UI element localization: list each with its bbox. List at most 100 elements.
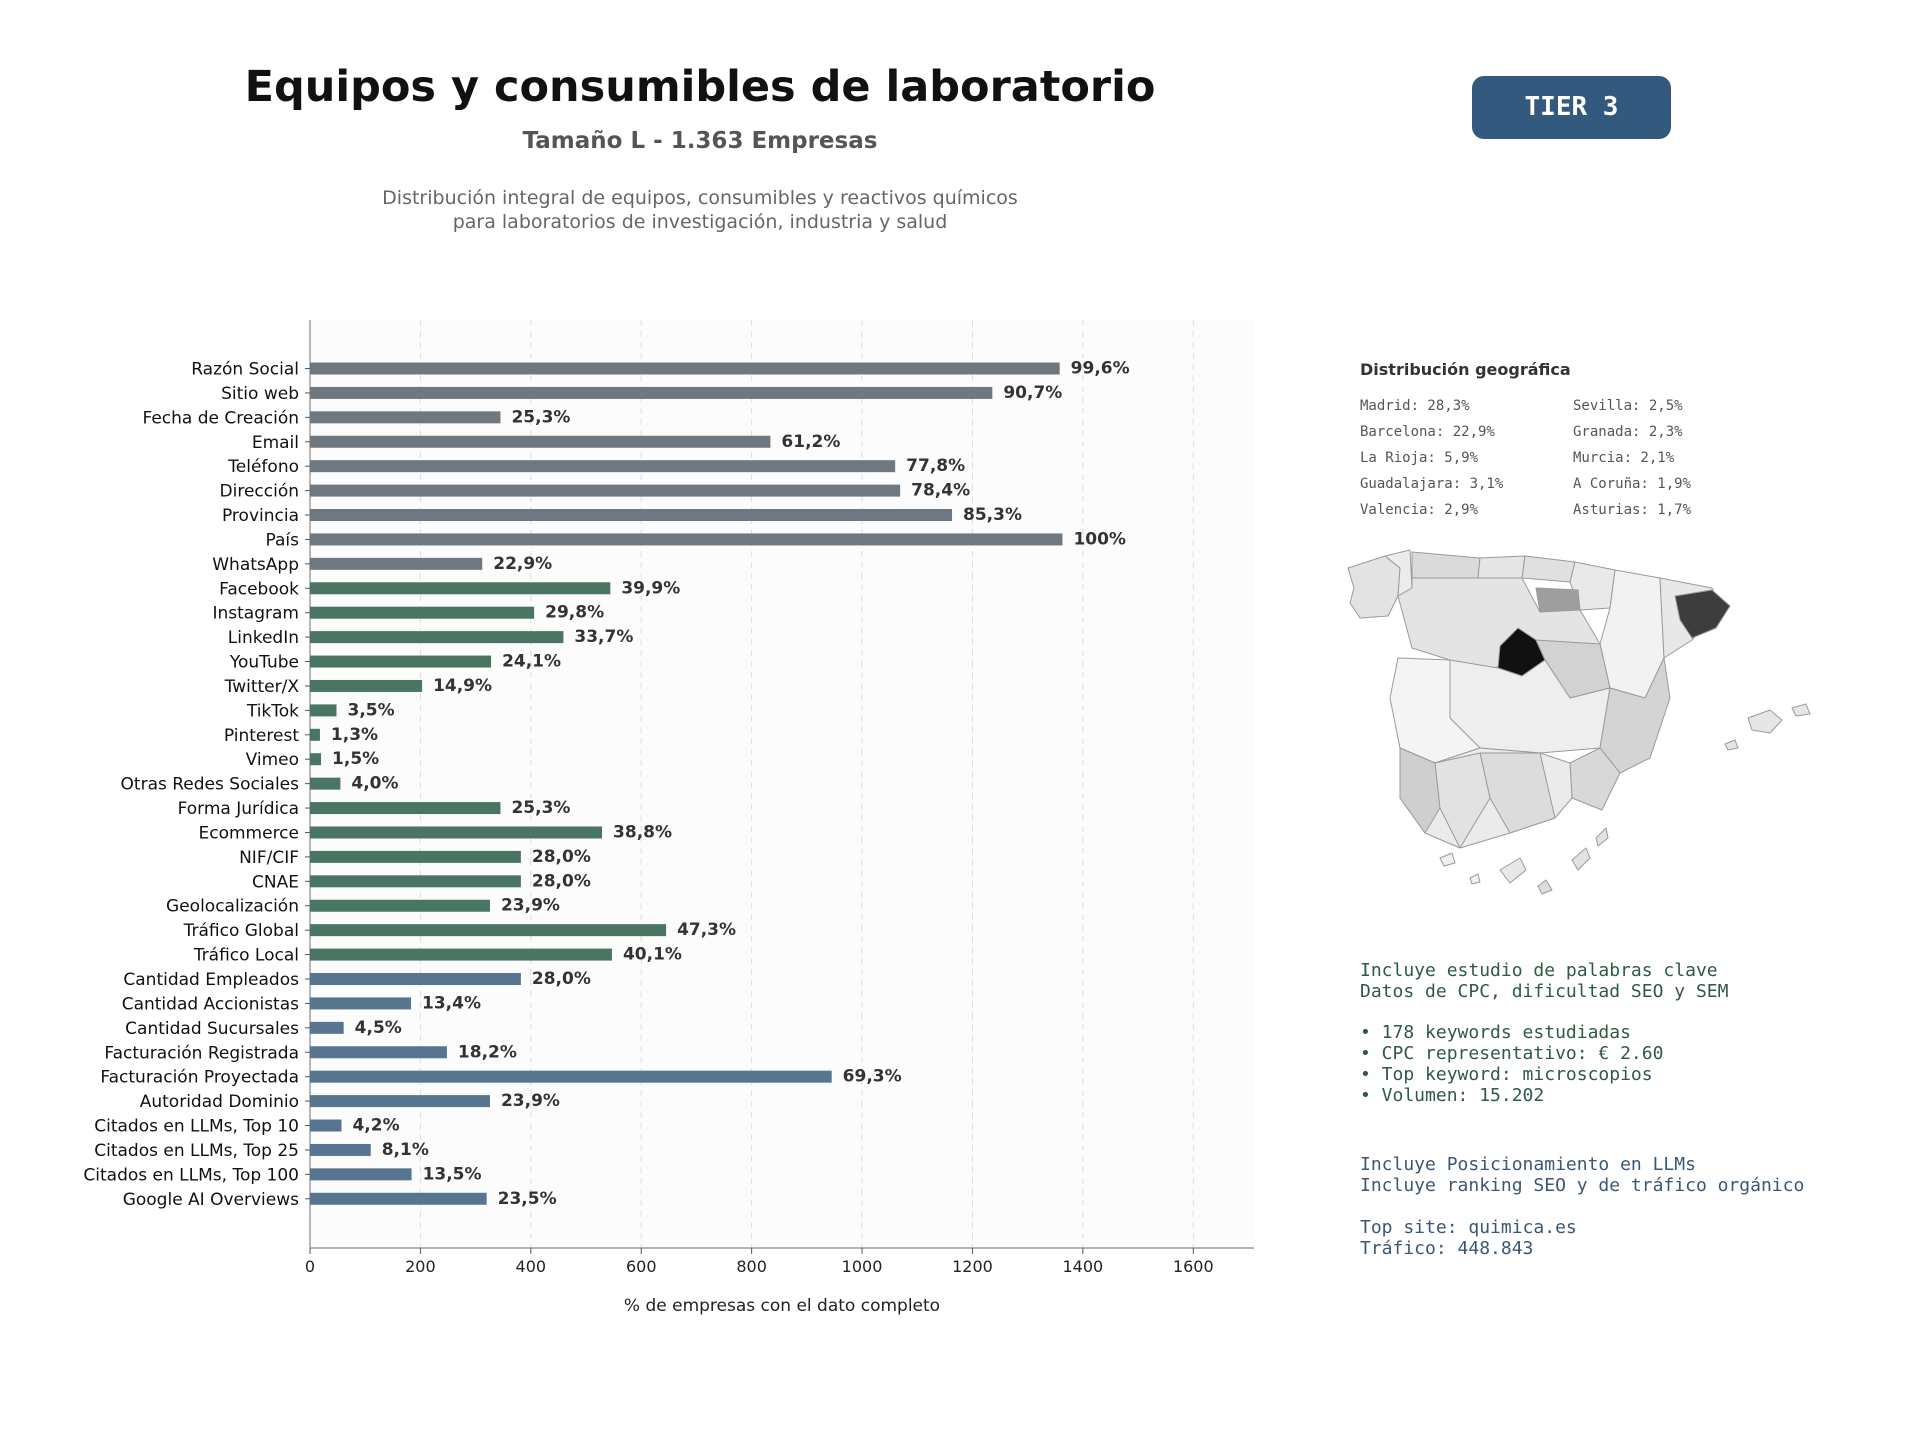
bar bbox=[310, 557, 483, 570]
bar bbox=[310, 1021, 344, 1034]
seo-info-bullet: • Top keyword: microscopios bbox=[1360, 1064, 1653, 1085]
data-label: 77,8% bbox=[906, 456, 965, 476]
map-region bbox=[1347, 555, 1401, 619]
map-region bbox=[1595, 827, 1609, 847]
category-label: NIF/CIF bbox=[239, 848, 299, 868]
data-label: 47,3% bbox=[677, 920, 736, 940]
category-label: Teléfono bbox=[227, 457, 299, 477]
bar bbox=[310, 777, 341, 790]
bar bbox=[310, 606, 535, 619]
data-label: 33,7% bbox=[574, 627, 633, 647]
category-label: Provincia bbox=[222, 506, 299, 526]
map-region bbox=[1569, 561, 1616, 611]
bar bbox=[310, 411, 501, 424]
data-label: 99,6% bbox=[1071, 359, 1130, 379]
map-region bbox=[1599, 657, 1671, 774]
category-label: Instagram bbox=[213, 604, 300, 624]
bar bbox=[310, 1119, 342, 1132]
tier-badge: TIER 3 bbox=[1472, 76, 1671, 139]
bar bbox=[310, 655, 492, 668]
category-label: TikTok bbox=[246, 701, 299, 721]
data-label: 39,9% bbox=[621, 578, 680, 598]
data-label: 25,3% bbox=[511, 407, 570, 427]
x-tick-label: 200 bbox=[405, 1257, 436, 1276]
geo-item: Madrid: 28,3% bbox=[1360, 398, 1470, 414]
bar bbox=[310, 948, 612, 961]
bar bbox=[310, 582, 611, 595]
bar bbox=[310, 533, 1063, 546]
data-label: 23,9% bbox=[501, 896, 560, 916]
data-label: 78,4% bbox=[911, 481, 970, 501]
data-label: 100% bbox=[1073, 529, 1126, 549]
bar bbox=[310, 802, 501, 815]
bar bbox=[310, 1192, 487, 1205]
category-label: Facebook bbox=[219, 579, 299, 599]
data-label: 28,0% bbox=[532, 969, 591, 989]
map-region bbox=[1434, 752, 1491, 849]
llm-info-line: Incluye Posicionamiento en LLMs bbox=[1360, 1154, 1696, 1175]
bar bbox=[310, 1046, 447, 1059]
category-label: Google AI Overviews bbox=[123, 1190, 299, 1210]
seo-info-bullet: • CPC representativo: € 2.60 bbox=[1360, 1043, 1664, 1064]
data-label: 14,9% bbox=[433, 676, 492, 696]
bar bbox=[310, 850, 521, 863]
seo-info-line: Datos de CPC, dificultad SEO y SEM bbox=[1360, 981, 1729, 1002]
data-label: 1,5% bbox=[332, 749, 379, 769]
data-label: 25,3% bbox=[511, 798, 570, 818]
map-region bbox=[1399, 747, 1441, 834]
category-label: Facturación Registrada bbox=[104, 1043, 299, 1063]
bar bbox=[310, 386, 993, 399]
bar bbox=[310, 1070, 832, 1083]
map-region bbox=[1411, 551, 1481, 581]
category-label: País bbox=[266, 530, 300, 550]
map-region bbox=[1499, 857, 1527, 884]
category-label: Razón Social bbox=[191, 360, 299, 380]
data-label: 40,1% bbox=[623, 945, 682, 965]
data-label: 85,3% bbox=[963, 505, 1022, 525]
spain-map bbox=[1347, 549, 1811, 895]
category-label: Facturación Proyectada bbox=[100, 1068, 299, 1088]
geo-item: La Rioja: 5,9% bbox=[1360, 450, 1479, 466]
category-label: Tráfico Local bbox=[193, 946, 299, 966]
map-region bbox=[1439, 852, 1456, 867]
category-label: Cantidad Empleados bbox=[123, 970, 299, 990]
bar bbox=[310, 631, 564, 644]
category-label: Cantidad Accionistas bbox=[122, 994, 299, 1014]
geo-item: A Coruña: 1,9% bbox=[1573, 476, 1692, 492]
bar bbox=[310, 973, 521, 985]
category-label: YouTube bbox=[229, 653, 299, 673]
map-region bbox=[1674, 589, 1731, 639]
category-label: Citados en LLMs, Top 10 bbox=[94, 1117, 299, 1137]
data-label: 23,9% bbox=[501, 1091, 560, 1111]
data-label: 13,5% bbox=[423, 1164, 482, 1184]
data-label: 1,3% bbox=[331, 725, 378, 745]
geo-item: Granada: 2,3% bbox=[1573, 424, 1683, 440]
bar bbox=[310, 875, 521, 888]
category-label: Geolocalización bbox=[166, 897, 299, 917]
x-tick-label: 400 bbox=[516, 1257, 547, 1276]
category-label: Citados en LLMs, Top 25 bbox=[94, 1141, 299, 1161]
geo-item: Asturias: 1,7% bbox=[1573, 502, 1692, 518]
bar bbox=[310, 679, 423, 692]
description-line-1: Distribución integral de equipos, consum… bbox=[382, 187, 1018, 209]
category-label: Twitter/X bbox=[224, 677, 300, 697]
category-label: Email bbox=[252, 433, 299, 453]
map-region bbox=[1535, 587, 1581, 613]
llm-info-line: Tráfico: 448.843 bbox=[1360, 1238, 1534, 1259]
map-region bbox=[1747, 709, 1783, 734]
x-tick-label: 600 bbox=[626, 1257, 657, 1276]
seo-info-bullet: • 178 keywords estudiadas bbox=[1360, 1022, 1631, 1043]
data-label: 4,0% bbox=[351, 774, 398, 794]
map-region bbox=[1791, 703, 1811, 717]
category-label: CNAE bbox=[252, 872, 299, 892]
data-label: 4,5% bbox=[355, 1018, 402, 1038]
category-label: Sitio web bbox=[221, 384, 299, 404]
bar bbox=[310, 997, 412, 1010]
category-label: Citados en LLMs, Top 100 bbox=[83, 1165, 299, 1185]
data-label: 28,0% bbox=[532, 847, 591, 867]
bar bbox=[310, 362, 1060, 375]
seo-info-bullet: • Volumen: 15.202 bbox=[1360, 1085, 1545, 1106]
bar bbox=[310, 924, 667, 937]
x-tick-label: 0 bbox=[305, 1257, 315, 1276]
category-label: Cantidad Sucursales bbox=[125, 1019, 299, 1039]
